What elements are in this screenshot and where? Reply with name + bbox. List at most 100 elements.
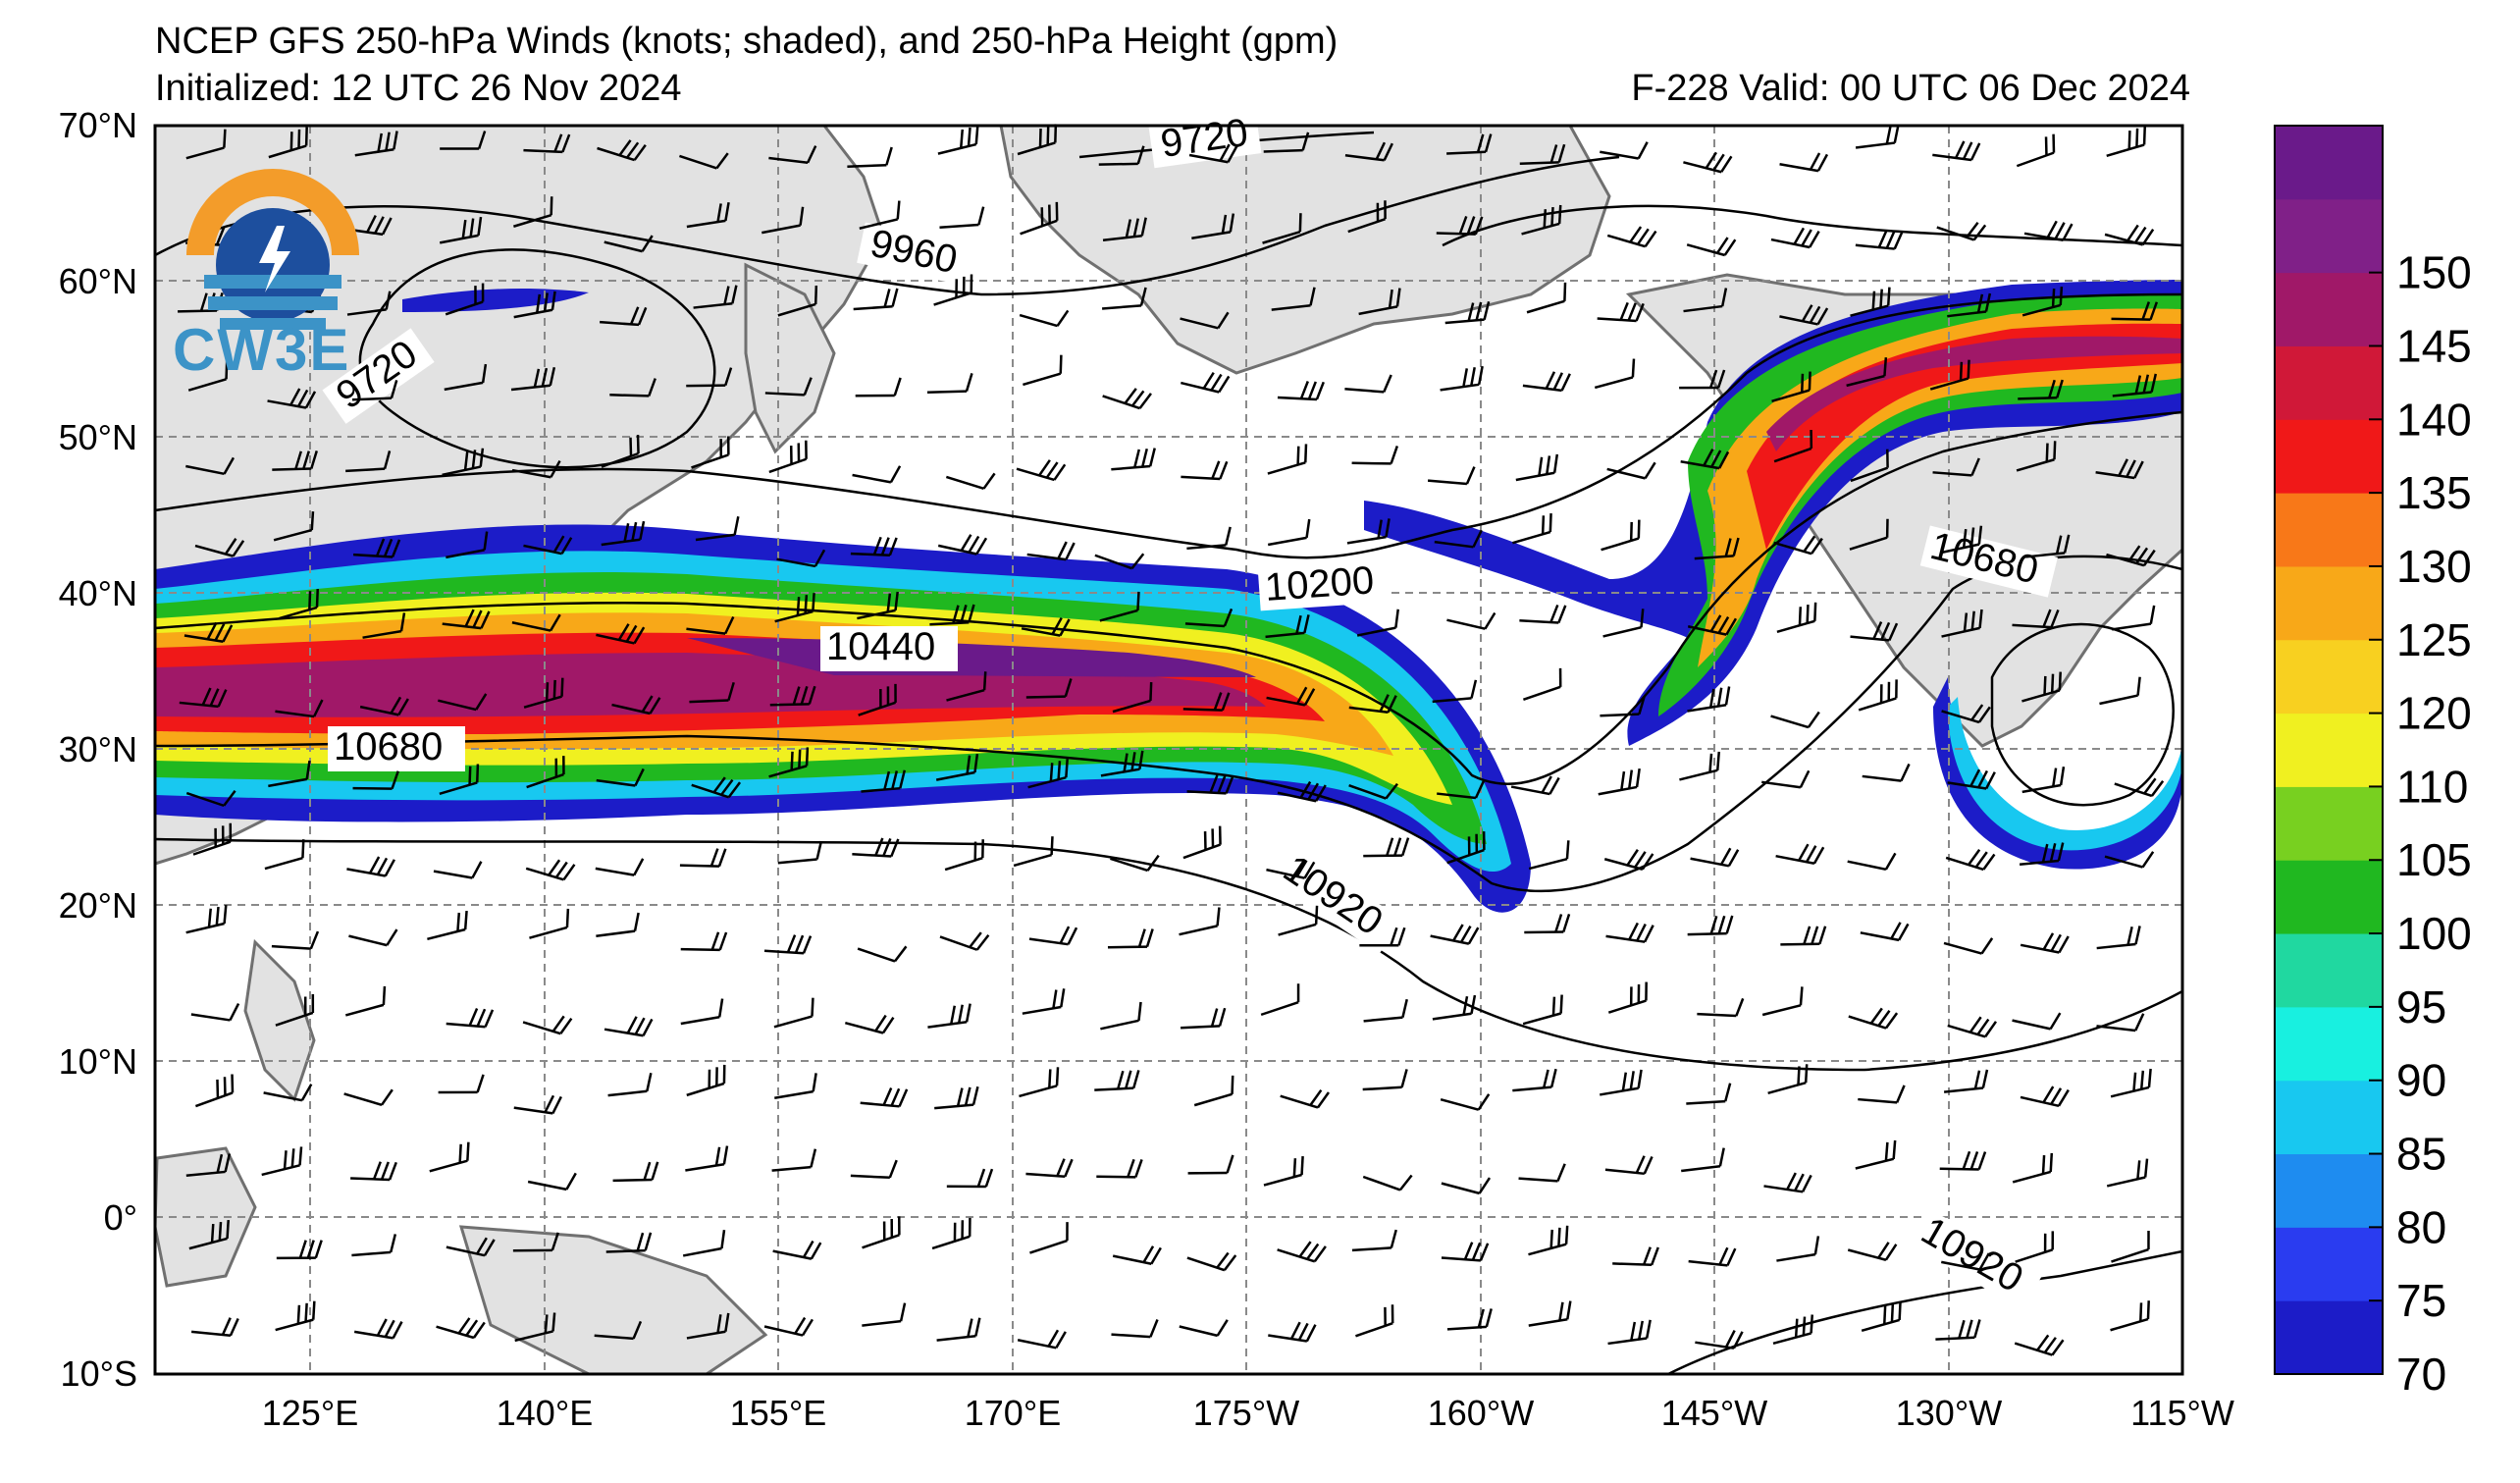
wind-barb [2021, 671, 2062, 703]
wind-barb [276, 1240, 323, 1260]
wind-barb [1522, 667, 1562, 702]
wind-barb [1775, 843, 1825, 865]
longitude-axis: 125°E 140°E 155°E 170°E 175°W 160°W 145°… [262, 1393, 2234, 1433]
wind-barb [1518, 1163, 1566, 1183]
wind-barb [1943, 1069, 1989, 1093]
wind-barb [1601, 519, 1641, 552]
wind-barb [352, 770, 399, 790]
wind-barb [1847, 1242, 1898, 1261]
wind-barb [350, 1161, 397, 1182]
colorbar-swatch [2275, 565, 2383, 641]
wind-barb [776, 549, 826, 568]
wind-barb [1099, 591, 1140, 622]
wind-barb [2016, 133, 2056, 168]
wind-barb [1432, 994, 1477, 1021]
wind-barb [693, 285, 738, 309]
wind-barb [1181, 1007, 1227, 1030]
wind-barb [2012, 1152, 2054, 1184]
wind-barb [1850, 449, 1889, 483]
wind-barb [1026, 541, 1076, 561]
wind-barb [685, 1145, 729, 1172]
wind-barb [345, 450, 392, 473]
wind-barb [354, 131, 398, 157]
colorbar-swatch [2275, 1227, 2383, 1301]
wind-barb [929, 604, 975, 626]
wind-barb [1945, 848, 1996, 872]
wind-barb [686, 1312, 730, 1340]
map-title: NCEP GFS 250-hPa Winds (knots; shaded), … [155, 21, 1339, 62]
wind-barb [513, 1094, 562, 1115]
wind-barb [862, 1216, 901, 1249]
wind-barb [1344, 141, 1393, 162]
wind-barb [1363, 998, 1408, 1023]
colorbar-swatch [2275, 493, 2383, 567]
wind-barb [1187, 1154, 1234, 1175]
wind-barb [1013, 836, 1054, 868]
wind-barb [1277, 780, 1327, 803]
wind-barb [857, 945, 908, 963]
wind-barb [446, 1008, 495, 1029]
wind-barb [686, 615, 735, 635]
wind-barb [1862, 763, 1911, 782]
wind-barb [1362, 1174, 1413, 1192]
colorbar-frame [2274, 125, 2384, 1375]
wind-barb [1597, 301, 1645, 323]
wind-barb [1348, 694, 1397, 715]
colorbar-tick-label: 145 [2396, 320, 2472, 371]
wind-barb [1020, 201, 1059, 236]
wind-barb [1680, 449, 1730, 470]
wind-barb [444, 363, 488, 392]
contour-label-10200: 10200 [1264, 558, 1376, 609]
wind-barb [604, 235, 654, 253]
wind-barb [1027, 759, 1069, 789]
wind-barb [1607, 1319, 1652, 1346]
wind-barb [1770, 227, 1820, 249]
colorbar-swatch [2275, 713, 2383, 787]
colorbar-tick-label: 110 [2396, 761, 2468, 812]
wind-barb [511, 613, 561, 632]
wind-barb [1266, 860, 1316, 879]
wind-barb [1528, 1225, 1569, 1256]
colorbar-swatch [2275, 272, 2383, 346]
map-frame [153, 124, 2184, 1376]
wind-barb [2015, 1231, 2055, 1263]
wind-barb [1346, 518, 1391, 545]
wind-barb [1096, 1158, 1143, 1179]
wind-barb [511, 459, 561, 479]
wind-barb [1446, 611, 1496, 630]
wind-barb [1022, 988, 1066, 1015]
wind-barb [604, 1016, 654, 1037]
wind-barb [858, 683, 897, 716]
wind-barb [1100, 1001, 1142, 1031]
wind-barb [861, 769, 907, 793]
wind-barb [1188, 143, 1238, 164]
wind-barb [1348, 782, 1398, 800]
wind-barb [934, 1086, 979, 1110]
wind-barb [774, 1073, 817, 1099]
wind-barb [2016, 441, 2057, 472]
wind-barb [2111, 1231, 2150, 1263]
wind-barb [1940, 525, 1983, 555]
colorbar-swatch [2275, 1300, 2383, 1375]
wind-barb [691, 776, 742, 799]
wind-barb [944, 839, 984, 872]
wind-barb [445, 283, 485, 316]
wind-barb [185, 129, 227, 160]
wind-barb [845, 1014, 895, 1034]
wind-barb [510, 366, 556, 392]
wind-speed-shading [155, 280, 2182, 913]
wind-barb [2111, 301, 2159, 321]
wind-barb [855, 377, 902, 397]
colorbar-swatch [2275, 639, 2383, 715]
wind-barb [275, 994, 315, 1027]
lat-label-60n: 60°N [59, 261, 137, 301]
wind-barb [1021, 616, 1071, 637]
wind-barb [1776, 602, 1817, 634]
wind-barb [2012, 609, 2060, 629]
wind-barb [1263, 1156, 1304, 1187]
wind-barb [1436, 215, 1484, 236]
wind-barb [343, 215, 393, 237]
wind-barb [2020, 932, 2070, 954]
wind-barb [1528, 840, 1570, 871]
wind-barb [936, 1317, 981, 1342]
